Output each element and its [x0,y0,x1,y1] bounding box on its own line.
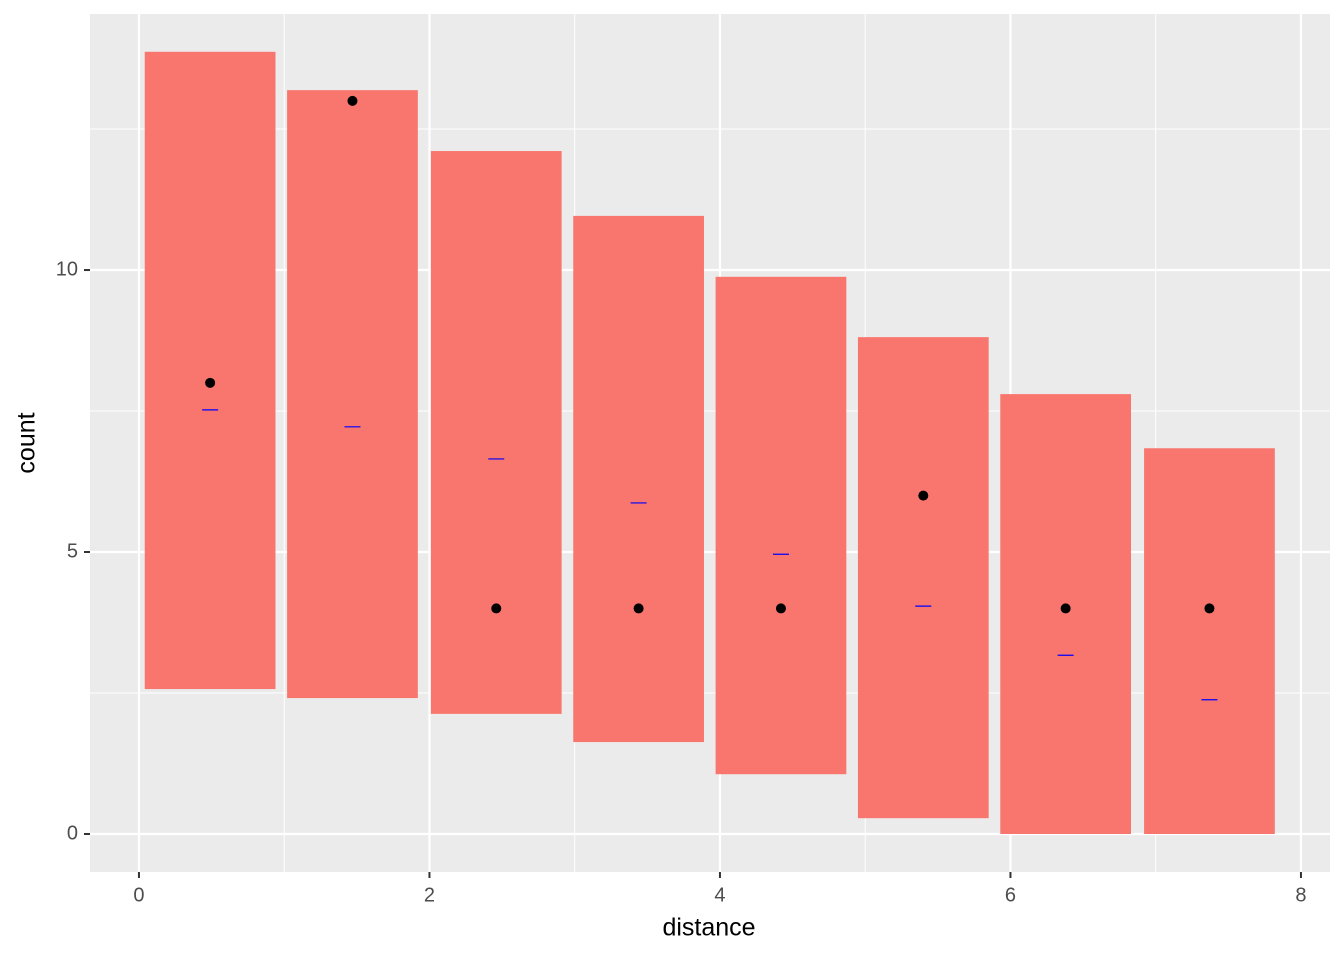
x-tick-label: 4 [714,884,725,906]
bar [857,337,989,819]
point [775,603,786,614]
bar [1144,448,1275,834]
bar [144,51,276,690]
x-tick-label: 8 [1295,884,1306,906]
y-tick-label: 0 [67,822,78,844]
bar [573,215,704,743]
point [205,377,216,388]
point [347,95,358,106]
bar [1000,394,1132,834]
x-axis-title: distance [662,914,755,942]
y-tick-label: 5 [67,540,78,562]
x-tick-label: 6 [1005,884,1016,906]
point [633,603,644,614]
y-axis-title: count [13,412,41,473]
point [1204,603,1215,614]
x-tick-label: 2 [424,884,435,906]
panel [90,14,1330,872]
bar [287,90,418,699]
y-tick-label: 10 [56,258,78,280]
point [491,603,502,614]
point [1060,603,1071,614]
bar [430,151,562,714]
x-tick-label: 0 [133,884,144,906]
bar [715,276,847,775]
point [918,490,929,501]
